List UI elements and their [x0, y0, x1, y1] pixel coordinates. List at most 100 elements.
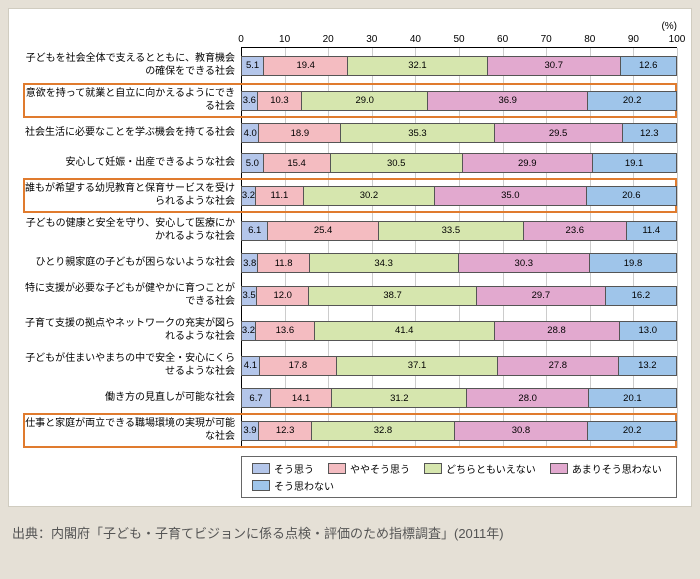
x-tick: 60 [497, 34, 508, 45]
bar-row: 子どもを社会全体で支えるとともに、教育機会の確保をできる社会5.119.432.… [23, 48, 677, 83]
unit-label: (%) [23, 21, 677, 32]
bars-container: 子どもを社会全体で支えるとともに、教育機会の確保をできる社会5.119.432.… [23, 48, 677, 448]
stacked-bar: 3.912.332.830.820.2 [241, 421, 677, 441]
bar-segment: 31.2 [332, 389, 467, 407]
bar-segment: 32.1 [348, 57, 487, 75]
row-label: 仕事と家庭が両立できる職場環境の実現が可能な社会 [23, 413, 241, 448]
bar-segment: 30.2 [304, 187, 435, 205]
bar-segment: 12.3 [259, 422, 312, 440]
stacked-bar: 5.119.432.130.712.6 [241, 56, 677, 76]
legend-item: ややそう思う [328, 461, 410, 476]
bar-wrap: 3.213.641.428.813.0 [241, 313, 677, 348]
bar-segment: 20.1 [589, 389, 676, 407]
bar-wrap: 3.211.130.235.020.6 [241, 178, 677, 213]
bar-segment: 4.1 [242, 357, 260, 375]
row-label: 誰もが希望する幼児教育と保育サービスを受けられるような社会 [23, 178, 241, 213]
legend-label: どちらともいえない [446, 461, 536, 476]
stacked-bar: 6.714.131.228.020.1 [241, 388, 677, 408]
bar-segment: 3.8 [242, 254, 258, 272]
stacked-bar: 3.610.329.036.920.2 [241, 91, 677, 111]
bar-segment: 6.7 [242, 389, 271, 407]
bar-wrap: 4.018.935.329.512.3 [241, 118, 677, 148]
bar-segment: 36.9 [428, 92, 588, 110]
bar-segment: 11.4 [627, 222, 676, 240]
stacked-bar: 4.117.837.127.813.2 [241, 356, 677, 376]
x-tick: 40 [410, 34, 421, 45]
bar-wrap: 5.119.432.130.712.6 [241, 48, 677, 83]
bar-segment: 30.3 [459, 254, 591, 272]
row-label: 子どもを社会全体で支えるとともに、教育機会の確保をできる社会 [23, 48, 241, 83]
bar-segment: 35.0 [435, 187, 587, 205]
bar-segment: 11.1 [256, 187, 304, 205]
stacked-bar: 5.015.430.529.919.1 [241, 153, 677, 173]
stacked-bar: 3.811.834.330.319.8 [241, 253, 677, 273]
row-label: 安心して妊娠・出産できるような社会 [23, 148, 241, 178]
bar-segment: 32.8 [312, 422, 454, 440]
x-tick: 100 [669, 34, 686, 45]
x-tick: 10 [279, 34, 290, 45]
stacked-bar: 4.018.935.329.512.3 [241, 123, 677, 143]
bar-row: 仕事と家庭が両立できる職場環境の実現が可能な社会3.912.332.830.82… [23, 413, 677, 448]
bar-segment: 3.9 [242, 422, 259, 440]
bar-segment: 13.0 [620, 322, 676, 340]
bar-segment: 25.4 [268, 222, 378, 240]
row-label: 子育て支援の拠点やネットワークの充実が図られるような社会 [23, 313, 241, 348]
bar-segment: 33.5 [379, 222, 524, 240]
bar-segment: 37.1 [337, 357, 498, 375]
bar-wrap: 3.811.834.330.319.8 [241, 248, 677, 278]
bar-segment: 17.8 [260, 357, 337, 375]
bar-wrap: 3.512.038.729.716.2 [241, 278, 677, 313]
bar-segment: 20.2 [588, 422, 676, 440]
stacked-bar: 3.512.038.729.716.2 [241, 286, 677, 306]
row-label: 子どもの健康と安全を守り、安心して医療にかかれるような社会 [23, 213, 241, 248]
bar-row: 子どもが住まいやまちの中で安全・安心にくらせるような社会4.117.837.12… [23, 348, 677, 383]
x-axis: 0102030405060708090100 [23, 34, 677, 48]
bar-row: 働き方の見直しが可能な社会6.714.131.228.020.1 [23, 383, 677, 413]
bar-segment: 41.4 [315, 322, 495, 340]
bar-segment: 20.6 [587, 187, 676, 205]
row-label: 社会生活に必要なことを学ぶ機会を持てる社会 [23, 118, 241, 148]
bar-segment: 28.8 [495, 322, 620, 340]
bar-segment: 12.0 [257, 287, 309, 305]
x-tick: 0 [238, 34, 244, 45]
bar-segment: 35.3 [341, 124, 494, 142]
bar-segment: 13.2 [619, 357, 676, 375]
x-tick: 20 [323, 34, 334, 45]
legend-swatch [252, 480, 270, 491]
legend-item: どちらともいえない [424, 461, 536, 476]
x-tick: 90 [628, 34, 639, 45]
x-tick: 30 [366, 34, 377, 45]
row-label: 子どもが住まいやまちの中で安全・安心にくらせるような社会 [23, 348, 241, 383]
bar-segment: 19.8 [590, 254, 676, 272]
legend-label: そう思う [274, 461, 314, 476]
bar-wrap: 6.125.433.523.611.4 [241, 213, 677, 248]
bar-segment: 30.5 [331, 154, 463, 172]
stacked-bar: 6.125.433.523.611.4 [241, 221, 677, 241]
legend-label: ややそう思う [350, 461, 410, 476]
bar-row: 誰もが希望する幼児教育と保育サービスを受けられるような社会3.211.130.2… [23, 178, 677, 213]
bar-wrap: 3.610.329.036.920.2 [241, 83, 677, 118]
bar-segment: 29.9 [463, 154, 593, 172]
bar-segment: 29.0 [302, 92, 428, 110]
bar-segment: 29.7 [477, 287, 606, 305]
source-citation: 出典：内閣府「子ども・子育てビジョンに係る点検・評価のため指標調査」(2011年… [0, 515, 700, 554]
legend-item: そう思わない [252, 478, 334, 493]
bar-row: 社会生活に必要なことを学ぶ機会を持てる社会4.018.935.329.512.3 [23, 118, 677, 148]
bar-segment: 12.6 [621, 57, 676, 75]
legend-label: そう思わない [274, 478, 334, 493]
legend-swatch [252, 463, 270, 474]
x-tick: 70 [541, 34, 552, 45]
bar-segment: 12.3 [623, 124, 676, 142]
row-label: 働き方の見直しが可能な社会 [23, 383, 241, 413]
bar-segment: 5.1 [242, 57, 264, 75]
bar-segment: 11.8 [258, 254, 309, 272]
bar-row: 安心して妊娠・出産できるような社会5.015.430.529.919.1 [23, 148, 677, 178]
x-tick: 80 [584, 34, 595, 45]
legend-swatch [424, 463, 442, 474]
bar-segment: 3.6 [242, 92, 258, 110]
bar-segment: 29.5 [495, 124, 623, 142]
bar-segment: 27.8 [498, 357, 619, 375]
bar-segment: 3.5 [242, 287, 257, 305]
chart-panel: (%) 0102030405060708090100 子どもを社会全体で支えると… [8, 8, 692, 507]
bar-segment: 23.6 [524, 222, 626, 240]
